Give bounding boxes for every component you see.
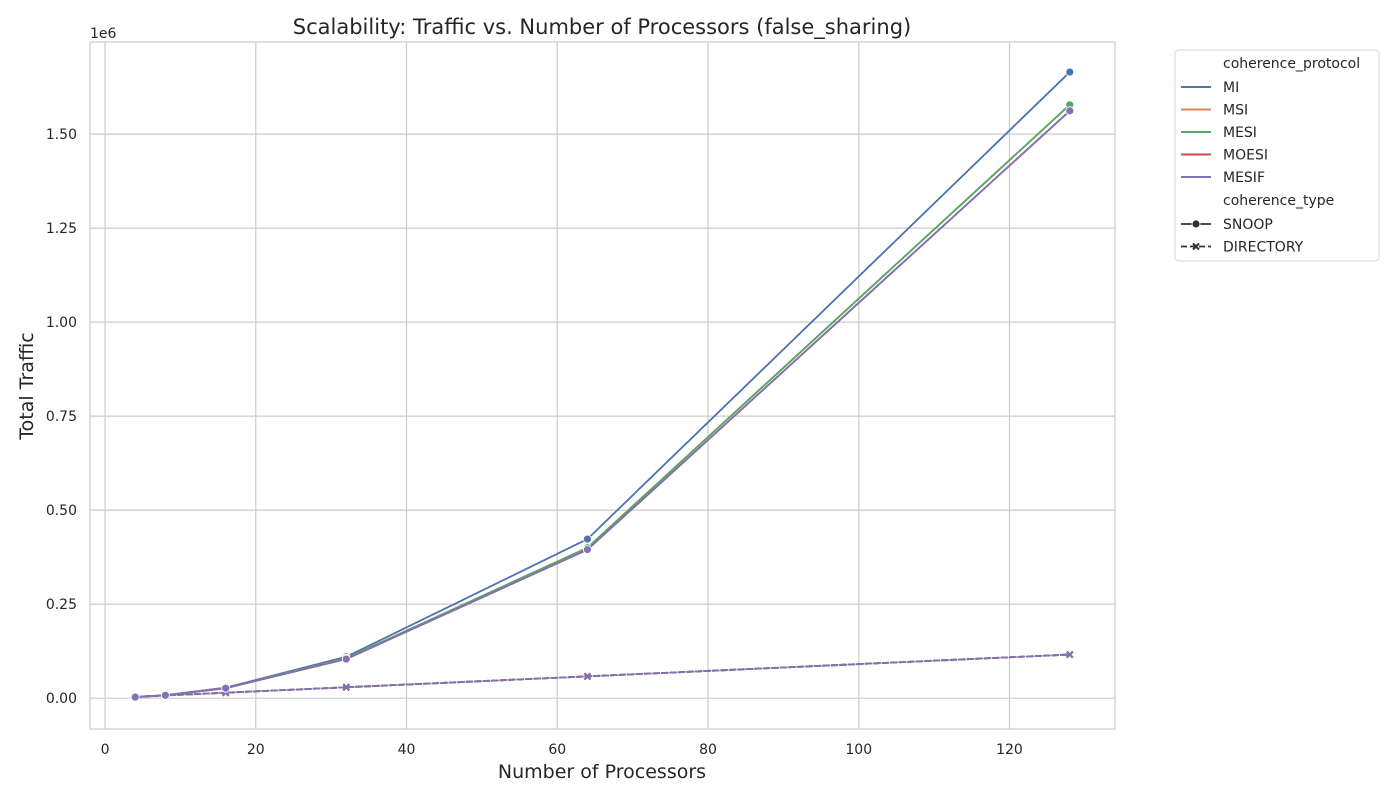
legend-label: MOESI (1223, 148, 1268, 164)
series-mesif-snoop (130, 106, 1075, 702)
legend-marker (1191, 219, 1201, 229)
legend-protocol-entries: MI MSI MESI MOESI MESIF (1181, 80, 1268, 186)
x-tick-label: 80 (699, 742, 717, 758)
legend-label: MI (1223, 80, 1239, 96)
legend-item-mesif: MESIF (1181, 170, 1265, 186)
data-point-circle (160, 690, 170, 700)
grid (90, 42, 1115, 729)
legend: coherence_protocol MI MSI MESI MOESI MESIF c… (1174, 49, 1380, 262)
y-axis-title: Total Traffic (16, 332, 38, 441)
series-group (130, 67, 1075, 702)
data-point-circle (341, 654, 351, 664)
data-point-circle (221, 683, 231, 693)
legend-marker (1192, 242, 1200, 251)
y-tick-label: 1.50 (46, 127, 77, 143)
y-axis-offset-label: 1e6 (90, 26, 117, 42)
x-tick-label: 20 (247, 742, 265, 758)
y-tick-label: 0.25 (46, 597, 77, 613)
legend-label: MESI (1223, 125, 1257, 141)
legend-hue-title: coherence_protocol (1223, 56, 1360, 72)
data-point-x-marker (1066, 650, 1074, 659)
y-axis-ticks: 0.00 0.25 0.50 0.75 1.00 1.25 1.50 (46, 127, 77, 707)
legend-label: MESIF (1223, 170, 1265, 186)
x-tick-label: 120 (996, 742, 1023, 758)
legend-item-moesi: MOESI (1181, 148, 1268, 164)
data-point-x-marker (342, 683, 350, 691)
x-tick-label: 60 (548, 742, 566, 758)
x-tick-label: 0 (101, 742, 110, 758)
y-tick-label: 0.75 (46, 409, 77, 425)
chart-title: Scalability: Traffic vs. Number of Proce… (293, 15, 911, 40)
legend-label: SNOOP (1223, 217, 1273, 233)
legend-item-snoop: SNOOP (1181, 217, 1273, 233)
legend-style-title: coherence_type (1223, 193, 1334, 209)
legend-label: DIRECTORY (1223, 240, 1304, 256)
legend-frame (1174, 49, 1380, 262)
data-point-circle (1065, 106, 1075, 116)
legend-item-mi: MI (1181, 80, 1239, 96)
plot-area-frame (89, 41, 1116, 730)
x-axis-title: Number of Processors (498, 761, 706, 783)
data-point-circle (583, 545, 592, 555)
legend-item-msi: MSI (1181, 103, 1248, 119)
x-tick-label: 40 (398, 742, 416, 758)
data-point-circle (583, 534, 592, 544)
y-tick-label: 1.25 (46, 221, 77, 237)
series-line (134, 109, 1071, 699)
data-point-x-marker (583, 672, 592, 681)
legend-label: MSI (1223, 103, 1248, 119)
data-point-circle (1065, 67, 1075, 77)
legend-item-mesi: MESI (1181, 125, 1257, 141)
legend-type-entries: SNOOP DIRECTORY (1181, 217, 1304, 256)
data-point-circle (130, 692, 140, 702)
y-tick-label: 1.00 (46, 315, 77, 331)
x-tick-label: 100 (845, 742, 872, 758)
x-axis-ticks: 0 20 40 60 80 100 120 (101, 742, 1023, 758)
y-tick-label: 0.00 (46, 691, 77, 707)
y-tick-label: 0.50 (46, 503, 77, 519)
legend-item-directory: DIRECTORY (1181, 240, 1304, 256)
